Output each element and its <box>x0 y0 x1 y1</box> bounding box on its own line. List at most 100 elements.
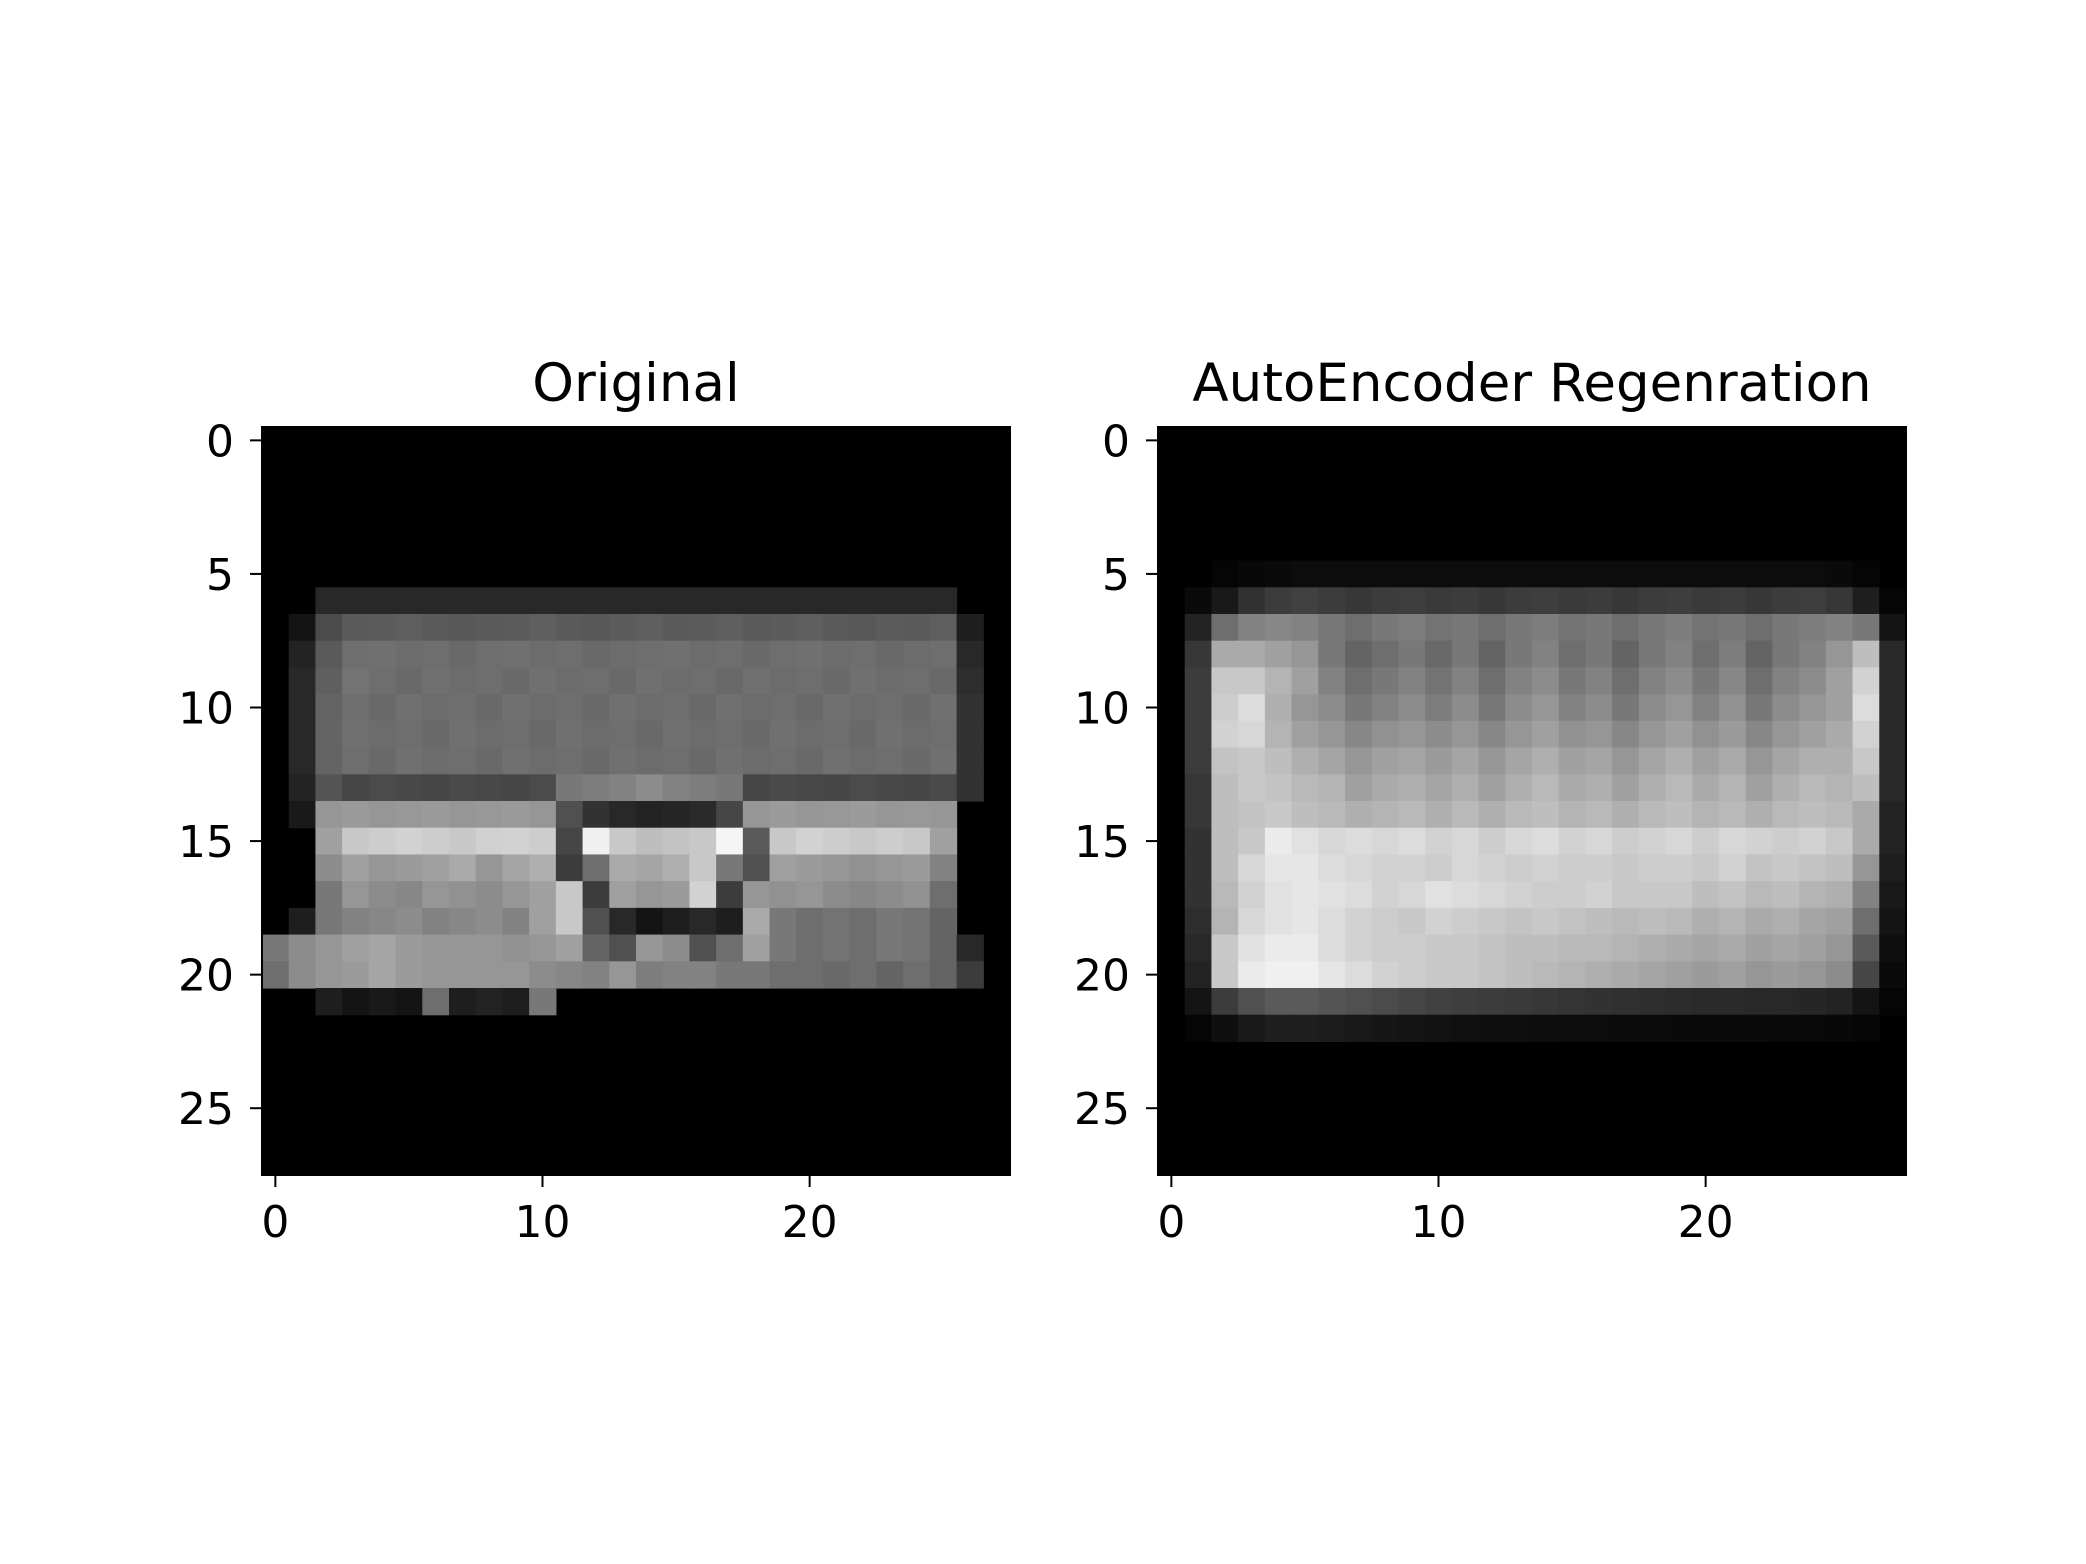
pixel-cell <box>609 881 637 909</box>
pixel-cell <box>1345 934 1373 962</box>
pixel-cell <box>1612 801 1640 829</box>
pixel-cell <box>342 854 370 882</box>
pixel-cell <box>742 801 771 829</box>
pixel-cell <box>1879 907 1907 936</box>
pixel-cell <box>662 720 691 749</box>
pixel-cell <box>502 934 530 962</box>
pixel-cell <box>342 667 370 695</box>
pixel-cell <box>956 961 984 989</box>
pixel-cell <box>1371 988 1400 1016</box>
pixel-cell <box>956 614 984 642</box>
pixel-cell <box>1879 587 1907 615</box>
pixel-cell <box>1478 587 1506 615</box>
pixel-cell <box>1772 640 1800 669</box>
pixel-cell <box>823 934 851 962</box>
pixel-cell <box>1825 640 1854 669</box>
pixel-cell <box>876 747 904 775</box>
pixel-cell <box>1505 587 1533 615</box>
pixel-cell <box>742 961 771 989</box>
pixel-cell <box>582 640 610 669</box>
pixel-cell <box>1532 881 1560 909</box>
y-tick-label: 5 <box>206 550 234 601</box>
pixel-cell <box>1879 640 1907 669</box>
pixel-cell <box>1558 988 1587 1016</box>
pixel-cell <box>849 881 878 909</box>
pixel-cell <box>769 614 797 642</box>
pixel-cell <box>956 667 984 695</box>
pixel-cell <box>368 854 397 882</box>
pixel-cell <box>609 907 637 936</box>
pixel-cell <box>1825 560 1854 588</box>
pixel-cell <box>716 907 744 936</box>
pixel-cell <box>315 640 343 669</box>
pixel-cell <box>1371 720 1400 749</box>
pixel-cell <box>1532 747 1560 775</box>
pixel-cell <box>1211 961 1239 989</box>
pixel-cell <box>368 988 397 1016</box>
pixel-cell <box>1638 667 1667 695</box>
pixel-cell <box>823 667 851 695</box>
pixel-cell <box>769 694 797 722</box>
original-axes: 0 10 20 0 5 10 15 20 25 <box>178 416 1011 1248</box>
pixel-cell <box>689 881 717 909</box>
pixel-cell <box>1772 587 1800 615</box>
pixel-cell <box>1398 720 1426 749</box>
pixel-cell <box>315 961 343 989</box>
pixel-cell <box>609 934 637 962</box>
pixel-cell <box>1799 640 1827 669</box>
pixel-cell <box>1371 934 1400 962</box>
pixel-cell <box>1772 1014 1800 1043</box>
pixel-cell <box>849 720 878 749</box>
pixel-cell <box>876 720 904 749</box>
pixel-cell <box>1425 720 1453 749</box>
pixel-cell <box>1719 988 1747 1016</box>
pixel-cell <box>475 614 504 642</box>
pixel-cell <box>288 667 317 695</box>
pixel-cell <box>1745 907 1774 936</box>
pixel-cell <box>1852 1014 1880 1043</box>
pixel-cell <box>1505 961 1533 989</box>
pixel-cell <box>849 587 878 615</box>
pixel-cell <box>582 694 610 722</box>
pixel-cell <box>395 801 423 829</box>
pixel-cell <box>449 934 477 962</box>
pixel-cell <box>1799 694 1827 722</box>
pixel-cell <box>903 961 931 989</box>
pixel-cell <box>876 961 904 989</box>
pixel-cell <box>422 934 450 962</box>
pixel-cell <box>555 934 584 962</box>
pixel-cell <box>1478 1014 1506 1043</box>
pixel-cell <box>929 934 958 962</box>
pixel-cell <box>1612 854 1640 882</box>
pixel-cell <box>1558 934 1587 962</box>
pixel-cell <box>769 907 797 936</box>
pixel-cell <box>1184 747 1213 775</box>
pixel-cell <box>1425 587 1453 615</box>
panel-title-original: Original <box>532 353 739 414</box>
pixel-cell <box>475 774 504 802</box>
pixel-cell <box>716 934 744 962</box>
pixel-cell <box>422 694 450 722</box>
pixel-cell <box>1665 827 1693 856</box>
pixel-cell <box>422 801 450 829</box>
pixel-cell <box>903 907 931 936</box>
pixel-cell <box>823 747 851 775</box>
pixel-cell <box>1238 934 1266 962</box>
pixel-cell <box>555 667 584 695</box>
pixel-cell <box>555 827 584 856</box>
pixel-cell <box>1211 560 1239 588</box>
pixel-cell <box>1558 801 1587 829</box>
pixel-cell <box>929 961 958 989</box>
pixel-cell <box>1238 988 1266 1016</box>
pixel-cell <box>555 587 584 615</box>
pixel-cell <box>1291 988 1319 1016</box>
pixel-cell <box>1505 988 1533 1016</box>
regeneration-pixel-grid <box>1158 427 1907 1175</box>
pixel-cell <box>1612 747 1640 775</box>
pixel-cell <box>742 720 771 749</box>
pixel-cell <box>1772 747 1800 775</box>
pixel-cell <box>1719 961 1747 989</box>
pixel-cell <box>1692 587 1720 615</box>
pixel-cell <box>1665 694 1693 722</box>
pixel-cell <box>1558 774 1587 802</box>
